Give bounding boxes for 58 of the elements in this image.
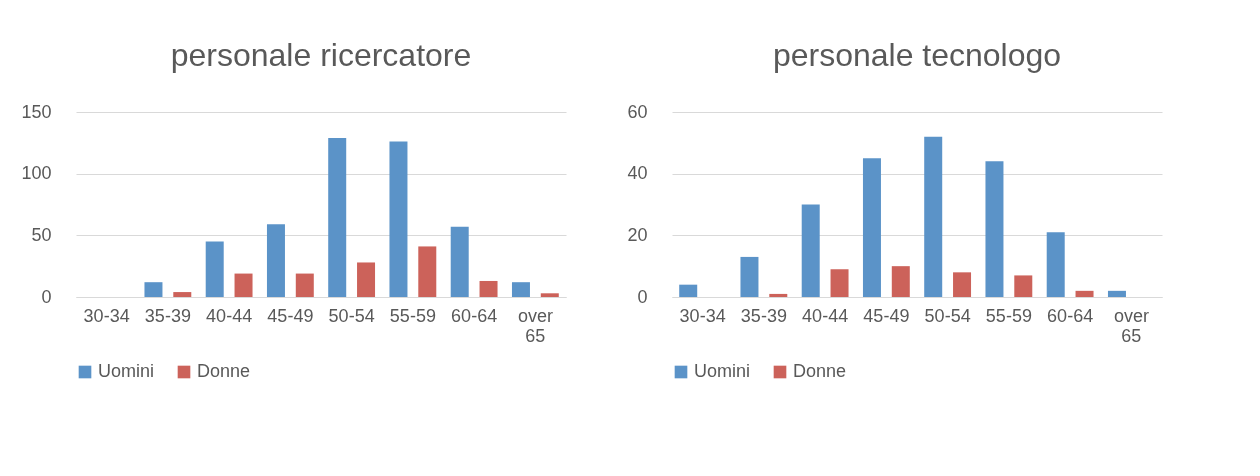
bar <box>450 226 469 297</box>
bar <box>740 256 759 297</box>
bar <box>205 241 224 297</box>
legend-label: Donne <box>793 361 847 381</box>
y-tick-label: 0 <box>41 286 52 307</box>
x-tick-label: 55-59 <box>985 305 1032 326</box>
bar <box>953 272 972 297</box>
bar <box>801 204 820 297</box>
y-tick-label: 40 <box>627 163 648 184</box>
bar <box>234 273 253 297</box>
x-tick-label: 40-44 <box>206 305 253 326</box>
bar <box>479 280 498 297</box>
bar <box>862 158 881 297</box>
bar <box>295 273 314 297</box>
x-tick-label: 60-64 <box>451 305 498 326</box>
bar <box>1014 275 1033 297</box>
bar <box>144 282 163 297</box>
bar <box>389 141 408 297</box>
x-tick-label: 40-44 <box>802 305 849 326</box>
bar <box>1107 290 1126 297</box>
bar <box>418 246 437 297</box>
bar <box>679 284 698 297</box>
x-tick-label: over 65 <box>1113 305 1149 346</box>
y-tick-label: 20 <box>627 224 648 245</box>
y-tick-label: 50 <box>31 224 52 245</box>
y-tick-label: 100 <box>21 163 52 184</box>
bar <box>830 269 849 297</box>
bar <box>1046 232 1065 297</box>
bar <box>173 292 192 297</box>
y-tick-label: 60 <box>627 101 648 122</box>
x-tick-label: 30-34 <box>679 305 726 326</box>
legend-label: Uomini <box>98 361 155 381</box>
bar <box>511 282 530 297</box>
x-tick-label: 55-59 <box>389 305 436 326</box>
x-tick-label: 45-49 <box>863 305 910 326</box>
bar <box>357 262 376 297</box>
x-tick-label: 30-34 <box>83 305 130 326</box>
y-tick-label: 0 <box>637 286 648 307</box>
bar <box>924 136 943 297</box>
x-tick-label: over 65 <box>517 305 553 346</box>
bar <box>769 293 788 297</box>
legend-label: Donne <box>197 361 251 381</box>
bar <box>891 266 910 297</box>
x-tick-label: 50-54 <box>328 305 375 326</box>
bar <box>328 137 347 297</box>
bar <box>540 293 559 297</box>
x-tick-label: 35-39 <box>144 305 191 326</box>
bar <box>985 161 1004 297</box>
y-tick-label: 150 <box>21 101 52 122</box>
x-tick-label: 35-39 <box>740 305 787 326</box>
bar <box>1075 290 1094 297</box>
legend-label: Uomini <box>694 361 751 381</box>
x-tick-label: 50-54 <box>924 305 971 326</box>
chart-title: personale tecnologo <box>772 37 1062 73</box>
x-tick-label: 45-49 <box>267 305 314 326</box>
bar <box>266 224 285 297</box>
x-tick-label: 60-64 <box>1047 305 1094 326</box>
chart-title: personale ricercatore <box>170 37 472 73</box>
